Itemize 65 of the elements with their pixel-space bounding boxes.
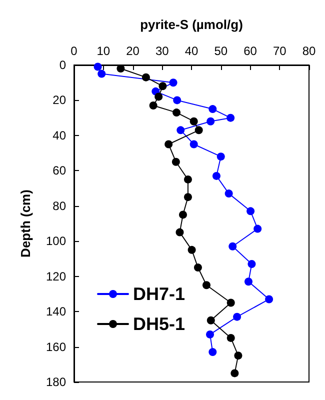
point xyxy=(233,312,242,321)
point xyxy=(190,117,198,126)
point xyxy=(248,260,256,268)
point xyxy=(254,224,262,233)
point xyxy=(265,295,274,304)
point xyxy=(190,140,198,148)
point xyxy=(228,242,237,250)
x-tick-label: 60 xyxy=(244,44,258,58)
point xyxy=(246,207,255,216)
y-tick-label: 40 xyxy=(52,128,66,142)
point xyxy=(142,73,150,82)
legend-label: DH5-1 xyxy=(133,314,186,334)
point xyxy=(149,102,158,110)
x-tick-label: 70 xyxy=(272,44,287,58)
y-tick-label: 120 xyxy=(46,269,66,284)
point xyxy=(226,298,235,307)
y-axis-title: Depth (cm) xyxy=(18,190,33,258)
x-tick-label: 10 xyxy=(96,44,110,58)
point xyxy=(176,228,184,236)
point xyxy=(188,246,196,254)
point xyxy=(98,70,106,78)
point xyxy=(176,126,185,134)
y-tick-label: 160 xyxy=(46,340,66,354)
point xyxy=(224,190,233,198)
point xyxy=(226,114,235,122)
x-tick-label: 30 xyxy=(155,44,170,58)
y-tick-label: 80 xyxy=(52,198,66,213)
point xyxy=(194,264,202,272)
legend-label: DH7-1 xyxy=(133,284,186,304)
y-tick-label: 180 xyxy=(46,375,66,389)
point xyxy=(172,158,180,166)
y-tick-label: 20 xyxy=(52,93,66,108)
point xyxy=(194,126,203,134)
x-tick-label: 50 xyxy=(214,44,228,58)
point xyxy=(178,210,187,219)
point xyxy=(226,334,235,342)
point xyxy=(234,352,242,360)
point xyxy=(164,140,173,148)
x-tick-label: 40 xyxy=(184,44,198,58)
point xyxy=(172,108,181,117)
point xyxy=(154,92,163,101)
x-axis-title: pyrite-S (µmol/g) xyxy=(140,17,243,32)
point xyxy=(206,316,215,324)
point xyxy=(244,278,252,286)
point xyxy=(212,172,220,180)
x-tick-label: 20 xyxy=(126,44,140,58)
y-tick-label: 100 xyxy=(46,234,66,248)
point xyxy=(184,175,192,184)
y-tick-label: 60 xyxy=(52,164,66,178)
point xyxy=(216,152,225,161)
y-tick-label: 140 xyxy=(46,304,66,319)
point xyxy=(206,117,215,126)
point xyxy=(206,330,214,338)
point xyxy=(202,281,210,290)
x-tick-label: 0 xyxy=(70,44,78,58)
point xyxy=(184,193,192,202)
point xyxy=(173,96,182,104)
point xyxy=(169,78,178,87)
point xyxy=(94,62,102,71)
y-tick-label: 0 xyxy=(59,58,66,72)
x-tick-label: 80 xyxy=(302,44,316,58)
point xyxy=(208,105,217,114)
point xyxy=(158,82,167,90)
point xyxy=(208,348,217,356)
point xyxy=(230,369,239,378)
